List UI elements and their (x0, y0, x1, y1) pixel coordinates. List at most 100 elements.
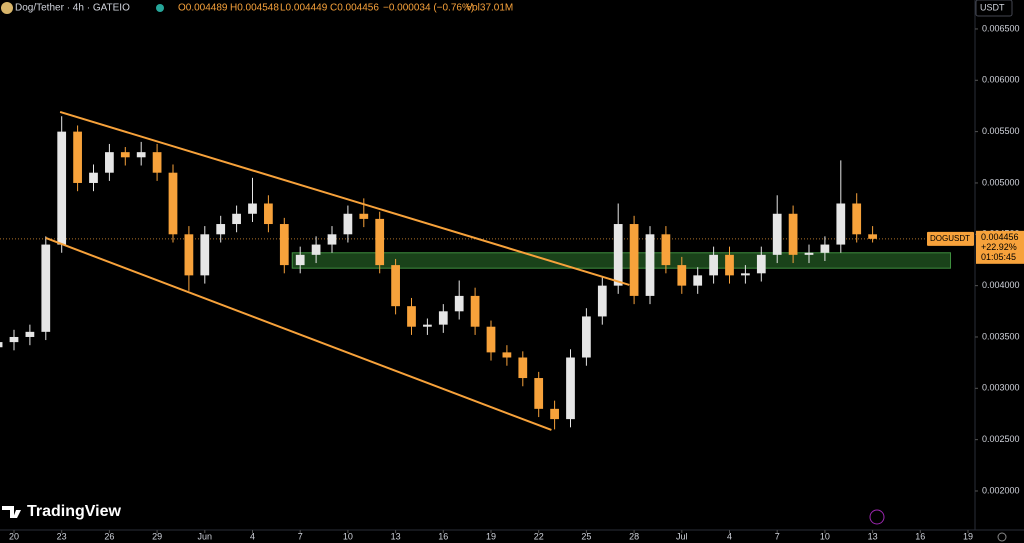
candle-body (741, 273, 750, 276)
x-tick-label: 19 (486, 531, 496, 541)
candle-body (375, 218, 385, 266)
candle-body (836, 203, 846, 245)
candle-body (566, 357, 575, 420)
logo-text: TradingView (27, 503, 122, 520)
y-tick-label: 0.003500 (982, 331, 1020, 341)
candle-body (804, 252, 814, 255)
price-tag-bg (976, 230, 1024, 264)
candle-body (756, 254, 766, 274)
candle-body (57, 131, 67, 245)
candle-body (725, 254, 734, 276)
candle-body (486, 326, 496, 353)
candle-body (407, 306, 416, 327)
symbol-tag: DOGUSDT (930, 234, 970, 243)
candle-body (343, 213, 353, 235)
candle-body (136, 152, 146, 158)
x-tick-label: 23 (57, 531, 67, 541)
candle-body (645, 234, 655, 296)
candle-body (327, 234, 337, 245)
x-tick-label: 19 (963, 531, 973, 541)
y-tick-label: 0.005000 (982, 177, 1020, 187)
candle-body (820, 244, 830, 253)
x-tick-label: 28 (629, 531, 639, 541)
y-tick-label: 0.002000 (982, 485, 1020, 495)
candle-body (279, 224, 289, 266)
candle-body (200, 234, 210, 276)
x-tick-label: 20 (9, 531, 19, 541)
candle-body (629, 224, 639, 296)
candle-body (311, 244, 321, 255)
candle-body (582, 316, 591, 358)
ohlc-open: O0.004489 (178, 3, 228, 14)
x-tick-label: 13 (391, 531, 401, 541)
price-change: +22.92% (981, 242, 1017, 252)
candle-body (0, 342, 3, 348)
x-tick-label: 4 (727, 531, 732, 541)
y-tick-label: 0.006500 (982, 23, 1020, 33)
candle-body (152, 152, 162, 173)
candle-body (248, 203, 257, 214)
x-tick-label: 4 (250, 531, 255, 541)
x-tick-label: 10 (820, 531, 830, 541)
candle-body (25, 331, 35, 337)
candle-body (788, 213, 798, 255)
x-tick-label: 16 (915, 531, 925, 541)
y-tick-label: 0.005500 (982, 126, 1020, 136)
candle-body (550, 408, 559, 420)
x-tick-label: 25 (581, 531, 591, 541)
candle-body (518, 357, 528, 379)
candle-body (534, 378, 544, 409)
alert-icon[interactable] (869, 509, 885, 525)
y-tick-label: 0.002500 (982, 434, 1020, 444)
price-tag: 0.004456 (981, 232, 1019, 242)
x-tick-label: 22 (534, 531, 544, 541)
symbol: Dog/Tether · 4h · GATEIO (15, 3, 130, 14)
symbol-icon (1, 2, 13, 14)
candle-body (470, 295, 480, 327)
candle-body (73, 131, 82, 183)
x-tick-label: 26 (104, 531, 114, 541)
candle-body (264, 203, 273, 225)
candle-body (438, 311, 448, 325)
x-tick-label: 7 (298, 531, 303, 541)
logo-icon (2, 506, 21, 518)
candle-body (41, 244, 51, 332)
x-tick-label: Jul (676, 531, 688, 541)
candle-body (852, 203, 862, 235)
candle-body (168, 172, 178, 235)
candle-body (295, 254, 305, 266)
y-tick-label: 0.006000 (982, 75, 1020, 85)
candle-body (661, 234, 671, 266)
settings-icon[interactable] (997, 532, 1007, 542)
x-tick-label: 29 (152, 531, 162, 541)
x-tick-label: 16 (438, 531, 448, 541)
candle-body (216, 224, 226, 235)
x-tick-label: 13 (868, 531, 878, 541)
currency[interactable]: USDT (980, 2, 1005, 12)
candle-body (677, 265, 687, 286)
candle-body (391, 265, 400, 307)
status-dot (156, 4, 164, 12)
candle-body (359, 213, 369, 219)
candle-body (709, 254, 718, 276)
y-tick-label: 0.003000 (982, 383, 1020, 393)
volume: Vol37.01M (466, 3, 513, 14)
ohlc-low: L0.004449 (280, 3, 328, 14)
symbol-tag-bg (927, 231, 974, 246)
x-tick-label: Jun (198, 531, 213, 541)
candle-body (454, 295, 464, 312)
countdown: 01:05:45 (981, 252, 1016, 262)
currency-box[interactable] (975, 0, 1013, 17)
candle-body (9, 336, 19, 343)
candle-body (868, 234, 877, 239)
ohlc-high: H0.004548 (230, 3, 279, 14)
candle-body (120, 152, 130, 158)
candle-body (502, 352, 512, 358)
x-tick-label: 10 (343, 531, 353, 541)
candle-body (693, 275, 703, 286)
trendline (59, 110, 630, 286)
candle-body (105, 152, 114, 173)
candle-body (597, 285, 607, 317)
